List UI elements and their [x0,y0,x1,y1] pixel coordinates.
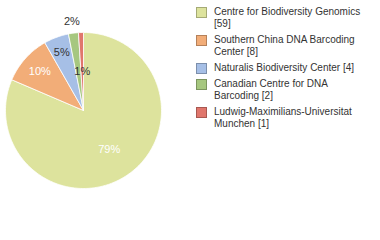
svg-text:2%: 2% [64,15,80,27]
svg-text:10%: 10% [29,65,51,77]
svg-text:5%: 5% [54,46,70,58]
svg-text:1%: 1% [74,65,90,77]
html-text:Southern China DNA Barcoding C: Southern China DNA Barcoding Center [8] [214,34,355,57]
html-text:Canadian Centre for DNA Barcod: Canadian Centre for DNA Barcoding [2] [214,78,328,101]
html-text:Centre for Biodiversity Genomi: Centre for Biodiversity Genomics [59] [214,6,361,29]
html-text:Ludwig-Maximilians-Universitat: Ludwig-Maximilians-Universitat Munchen [… [214,106,352,129]
html-text:Naturalis Biodiversity Center: Naturalis Biodiversity Center [4] [214,62,355,73]
svg-text:79%: 79% [98,143,120,155]
